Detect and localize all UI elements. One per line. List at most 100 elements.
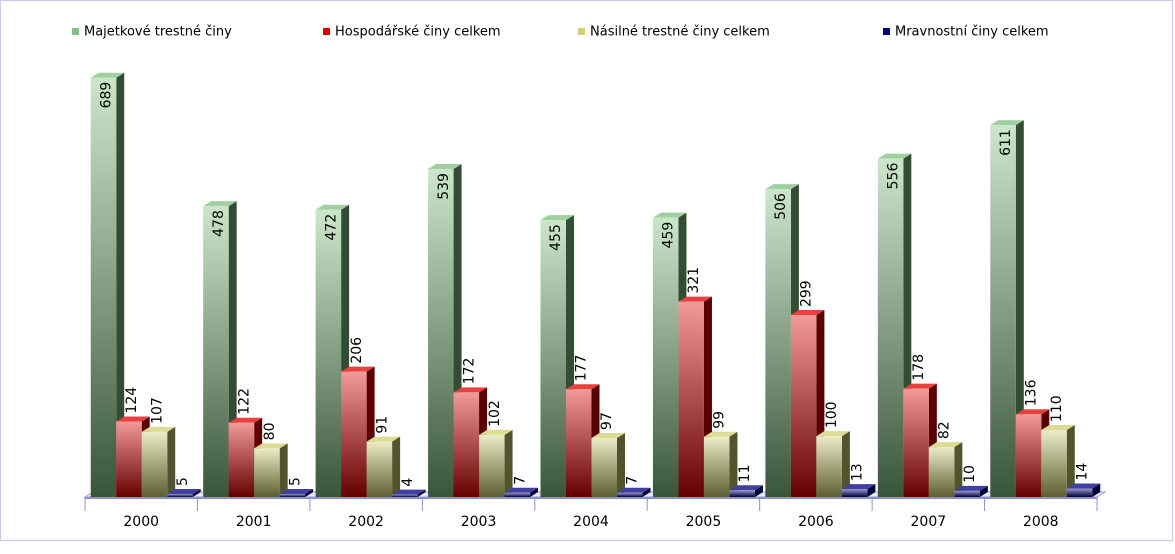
bar-front: [903, 388, 929, 497]
data-label: 91: [374, 416, 390, 434]
bar-top: [453, 387, 488, 393]
bar: [167, 488, 201, 497]
legend: Majetkové trestné činy Hospodářské činy c…: [72, 25, 1049, 40]
bar-front: [279, 493, 306, 497]
bar-top: [392, 489, 426, 495]
bar-front: [428, 168, 454, 498]
legend-label: Hospodářské činy celkem: [335, 25, 501, 40]
data-label: 539: [436, 173, 452, 200]
bar: [141, 426, 176, 497]
bar: [591, 432, 625, 497]
data-label: 299: [799, 280, 815, 307]
bar-front: [366, 441, 393, 497]
bar: [228, 417, 263, 497]
bar-side: [167, 426, 176, 497]
bar-front: [678, 301, 704, 497]
data-label: 107: [149, 397, 165, 424]
bar: [90, 72, 125, 498]
bar-side: [530, 487, 539, 497]
bar-top: [652, 212, 687, 218]
x-tick-label: 2002: [348, 514, 384, 530]
data-label: 100: [824, 401, 840, 428]
bar: [678, 296, 712, 497]
bar: [617, 487, 651, 497]
bar-front: [652, 217, 679, 497]
bar-top: [841, 484, 876, 490]
bar-side: [1066, 425, 1075, 497]
bar-front: [1066, 488, 1093, 497]
legend-swatch: [883, 28, 890, 35]
bar-top: [765, 184, 799, 190]
bar-front: [167, 493, 193, 497]
bar-top: [315, 204, 350, 210]
bar-side: [642, 487, 651, 497]
bar-front: [228, 422, 255, 497]
data-label: 80: [262, 422, 278, 440]
bar: [816, 431, 850, 497]
data-label: 7: [625, 476, 641, 485]
legend-label: Násilné trestné činy celkem: [590, 25, 770, 40]
data-label: 110: [1049, 395, 1065, 422]
data-label: 4: [400, 478, 416, 487]
bar-top: [990, 120, 1024, 126]
bar: [841, 484, 876, 497]
bar-top: [90, 72, 125, 78]
bar-front: [566, 389, 592, 497]
bar-front: [90, 77, 117, 498]
data-label: 99: [712, 411, 728, 429]
bar-top: [428, 163, 462, 169]
bar-side: [116, 72, 125, 498]
bar-front: [392, 494, 418, 497]
legend-label: Majetkové trestné činy: [84, 25, 232, 40]
bar-side: [192, 488, 201, 497]
bar-front: [1015, 414, 1042, 497]
x-tick-label: 2006: [798, 514, 834, 530]
bar-top: [790, 310, 825, 316]
bar-top: [504, 487, 539, 493]
bar-top: [167, 488, 201, 494]
bar-top: [877, 153, 912, 159]
legend-swatch: [323, 28, 330, 35]
data-label: 178: [911, 354, 927, 381]
bar-front: [341, 371, 367, 497]
bar: [479, 429, 513, 497]
bar-front: [703, 436, 730, 497]
bar-front: [540, 220, 566, 497]
data-label: 5: [175, 477, 191, 486]
data-label: 102: [487, 400, 503, 427]
bar-front: [315, 209, 342, 498]
x-tick-label: 2003: [461, 514, 497, 530]
bar: [279, 488, 314, 497]
bar-top: [228, 417, 263, 423]
bar-top: [540, 215, 574, 221]
bar-front: [591, 437, 617, 497]
bar-top: [816, 431, 850, 437]
bar: [504, 487, 539, 497]
x-tick-label: 2005: [686, 514, 722, 530]
data-label: 97: [599, 412, 615, 430]
bar-front: [877, 158, 904, 498]
data-label: 82: [937, 421, 953, 439]
bar-top: [678, 296, 712, 302]
bar: [990, 120, 1024, 498]
bar-top: [566, 384, 600, 390]
bar-side: [1015, 120, 1024, 498]
bar-top: [928, 442, 963, 448]
bar-top: [1015, 409, 1050, 415]
bar-front: [765, 189, 791, 497]
bar-side: [279, 443, 288, 497]
bar-side: [754, 485, 763, 497]
data-label: 455: [548, 224, 564, 251]
bar-top: [341, 366, 375, 372]
data-label: 124: [124, 387, 140, 414]
bar-side: [305, 488, 314, 497]
x-tick-label: 2008: [1023, 514, 1059, 530]
bar-top: [141, 426, 176, 432]
bar-side: [954, 442, 963, 497]
bar: [928, 442, 963, 497]
x-tick-label: 2001: [236, 514, 272, 530]
bar: [392, 489, 426, 497]
bar: [1066, 483, 1101, 497]
